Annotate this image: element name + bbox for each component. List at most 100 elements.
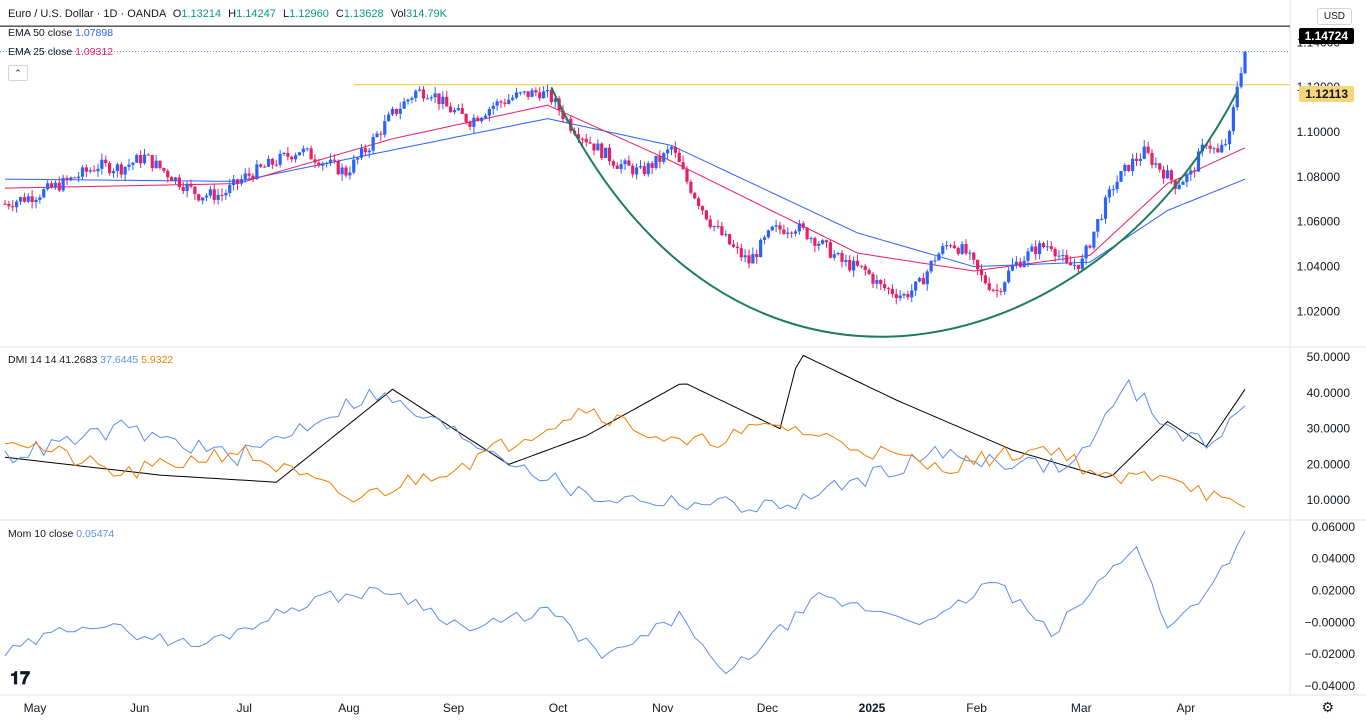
candle-body: [88, 170, 92, 172]
candle-body: [662, 153, 666, 162]
candle-body: [491, 105, 495, 109]
candle-body: [1235, 86, 1239, 108]
candle-body: [398, 108, 402, 114]
candle-body: [689, 181, 693, 193]
candle-body: [429, 97, 433, 99]
candle-body: [425, 98, 429, 100]
candle-body: [154, 160, 158, 168]
candle-body: [1038, 243, 1042, 254]
candle-body: [34, 199, 38, 202]
candle-body: [700, 206, 705, 211]
candle-body: [433, 93, 437, 98]
candle-body: [720, 226, 724, 236]
mom-legend[interactable]: Mom 10 close 0.05474: [8, 528, 114, 540]
candle-body: [336, 160, 340, 175]
candle-body: [1022, 260, 1026, 267]
candle-body: [390, 108, 395, 115]
dmi-label: DMI 14 14: [8, 354, 57, 366]
ema50-legend[interactable]: EMA 50 close 1.07898: [8, 27, 113, 39]
candle-body: [685, 169, 689, 182]
candle-body: [418, 89, 422, 91]
candle-body: [1189, 170, 1193, 175]
candle-body: [677, 152, 681, 163]
candle-body: [596, 143, 600, 151]
candle-body: [325, 163, 329, 165]
candle-body: [910, 290, 914, 298]
candle-body: [158, 160, 162, 169]
ema50-value: 1.07898: [75, 27, 114, 39]
candle-body: [941, 246, 945, 254]
candle-body: [1146, 146, 1150, 153]
candle-body: [449, 106, 453, 113]
candle-body: [309, 148, 313, 160]
dmi-minus-value: 5.9322: [141, 354, 174, 366]
candle-body: [914, 281, 918, 291]
candle-body: [340, 167, 344, 175]
candle-body: [84, 167, 88, 172]
candle-body: [813, 238, 817, 246]
candle-body: [49, 183, 54, 188]
candle-body: [987, 283, 991, 290]
candle-body: [235, 179, 240, 184]
candle-body: [545, 89, 550, 92]
candle-body: [1061, 255, 1065, 257]
candle-body: [635, 167, 639, 175]
candle-body: [968, 252, 972, 254]
candle-body: [1010, 264, 1015, 271]
candle-body: [212, 189, 216, 200]
mom-tick-label: −0.00000: [1305, 615, 1356, 629]
candle-body: [232, 179, 236, 185]
symbol-header[interactable]: Euro / U.S. Dollar · 1D · OANDA O1.13214…: [8, 8, 447, 20]
candle-body: [790, 232, 794, 234]
candle-body: [1185, 174, 1189, 182]
candle-body: [22, 197, 26, 202]
candle-body: [383, 121, 387, 135]
candle-body: [379, 133, 383, 135]
candle-body: [297, 152, 302, 156]
candle-body: [542, 91, 546, 99]
collapse-legend-button[interactable]: ⌃: [8, 65, 28, 81]
candle-body: [42, 189, 46, 198]
settings-gear-icon[interactable]: ⚙: [1321, 699, 1334, 715]
volume-label: Vol: [390, 8, 406, 20]
candle-body: [305, 148, 309, 150]
candle-body: [844, 260, 848, 262]
candle-body: [925, 271, 929, 285]
candle-body: [774, 225, 778, 227]
currency-selector[interactable]: USD: [1316, 8, 1352, 25]
candle-body: [762, 237, 767, 240]
tradingview-logo-icon[interactable]: 𝟏𝟕: [10, 668, 31, 688]
mom-tick-label: −0.04000: [1305, 679, 1356, 693]
candle-body: [642, 166, 646, 175]
cup-pattern-curve: [550, 86, 1239, 338]
high-label: H: [228, 8, 237, 20]
low-label: L: [282, 8, 290, 20]
candle-body: [530, 90, 534, 97]
candle-body: [995, 289, 999, 292]
candle-body: [3, 203, 7, 205]
mom-tick-label: 0.04000: [1312, 552, 1356, 566]
candle-body: [127, 164, 131, 167]
candle-body: [867, 269, 871, 275]
candle-body: [317, 162, 321, 166]
candle-body: [948, 245, 953, 247]
time-tick-label: Sep: [443, 701, 465, 715]
candle-body: [170, 177, 174, 182]
candle-body: [18, 197, 23, 202]
candle-body: [999, 291, 1003, 293]
time-tick-label: Feb: [966, 701, 987, 715]
candle-body: [821, 240, 825, 244]
dmi-legend[interactable]: DMI 14 14 41.2683 37.6445 5.9322: [8, 354, 173, 366]
candle-body: [623, 160, 627, 165]
candle-body: [588, 142, 592, 144]
candle-body: [972, 252, 976, 260]
candle-body: [57, 182, 61, 191]
candle-body: [1177, 184, 1181, 189]
candle-body: [259, 164, 263, 167]
candle-body: [952, 245, 956, 248]
candle-body: [933, 260, 937, 262]
ema25-legend[interactable]: EMA 25 close 1.09312: [8, 46, 113, 58]
dmi-tick-label: 10.0000: [1307, 493, 1351, 507]
candle-body: [937, 253, 941, 261]
